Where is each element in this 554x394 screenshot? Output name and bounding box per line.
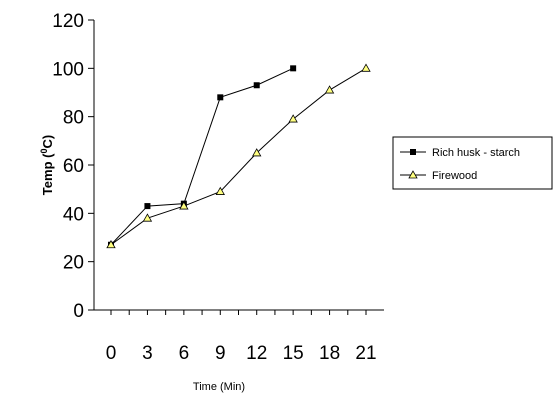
y-tick-label: 60 <box>63 156 84 177</box>
x-axis-ticks: 0 3 6 9 12 15 18 21 <box>106 310 377 364</box>
x-tick-label: 3 <box>142 343 153 364</box>
data-point-triangle <box>142 213 153 222</box>
y-axis-title-text: Temp ( <box>40 153 55 195</box>
data-point-triangle <box>324 85 335 94</box>
y-tick-label: 40 <box>63 204 84 225</box>
x-tick-label: 12 <box>246 343 267 364</box>
legend-marker-triangle <box>408 170 418 179</box>
legend-label: Rich husk - starch <box>432 147 520 159</box>
legend: Rich husk - starch Firewood <box>392 136 553 190</box>
series-line <box>110 67 294 246</box>
y-tick-label: 120 <box>52 11 84 32</box>
y-axis-title-unit: C) <box>40 135 55 149</box>
y-tick-label: 0 <box>73 301 84 322</box>
legend-label: Firewood <box>432 170 477 182</box>
chart-axes <box>93 20 384 311</box>
y-axis-title-superscript: 0 <box>39 149 49 154</box>
legend-box <box>392 136 553 190</box>
x-tick-label: 9 <box>215 343 226 364</box>
y-tick-label: 100 <box>52 59 84 80</box>
x-axis-title: Time (Min) <box>193 381 245 393</box>
legend-items: Rich husk - starch Firewood <box>400 147 520 182</box>
data-point-square <box>253 82 260 89</box>
data-point-square <box>144 203 151 210</box>
series-rich-husk-starch <box>108 65 297 248</box>
data-point-square <box>217 94 224 101</box>
legend-marker-square <box>410 149 416 155</box>
y-tick-label: 20 <box>63 253 84 274</box>
x-tick-label: 6 <box>179 343 190 364</box>
series-line <box>110 67 367 246</box>
data-point-triangle <box>252 148 262 157</box>
x-tick-label: 21 <box>355 343 376 364</box>
x-tick-label: 15 <box>283 343 304 364</box>
data-point-triangle <box>106 239 116 249</box>
x-tick-label: 18 <box>319 343 340 364</box>
x-tick-label: 0 <box>106 343 117 364</box>
data-point-triangle <box>361 63 371 72</box>
y-tick-label: 80 <box>63 108 84 129</box>
data-point-square <box>290 65 297 72</box>
series-layer <box>106 63 371 249</box>
y-axis-ticks: 0 20 40 60 80 100 120 <box>52 11 94 322</box>
y-axis-title: Temp (0C) <box>39 135 55 195</box>
data-point-triangle <box>288 114 298 123</box>
series-firewood <box>106 63 371 249</box>
data-point-triangle <box>179 201 189 210</box>
data-point-triangle <box>215 186 225 195</box>
